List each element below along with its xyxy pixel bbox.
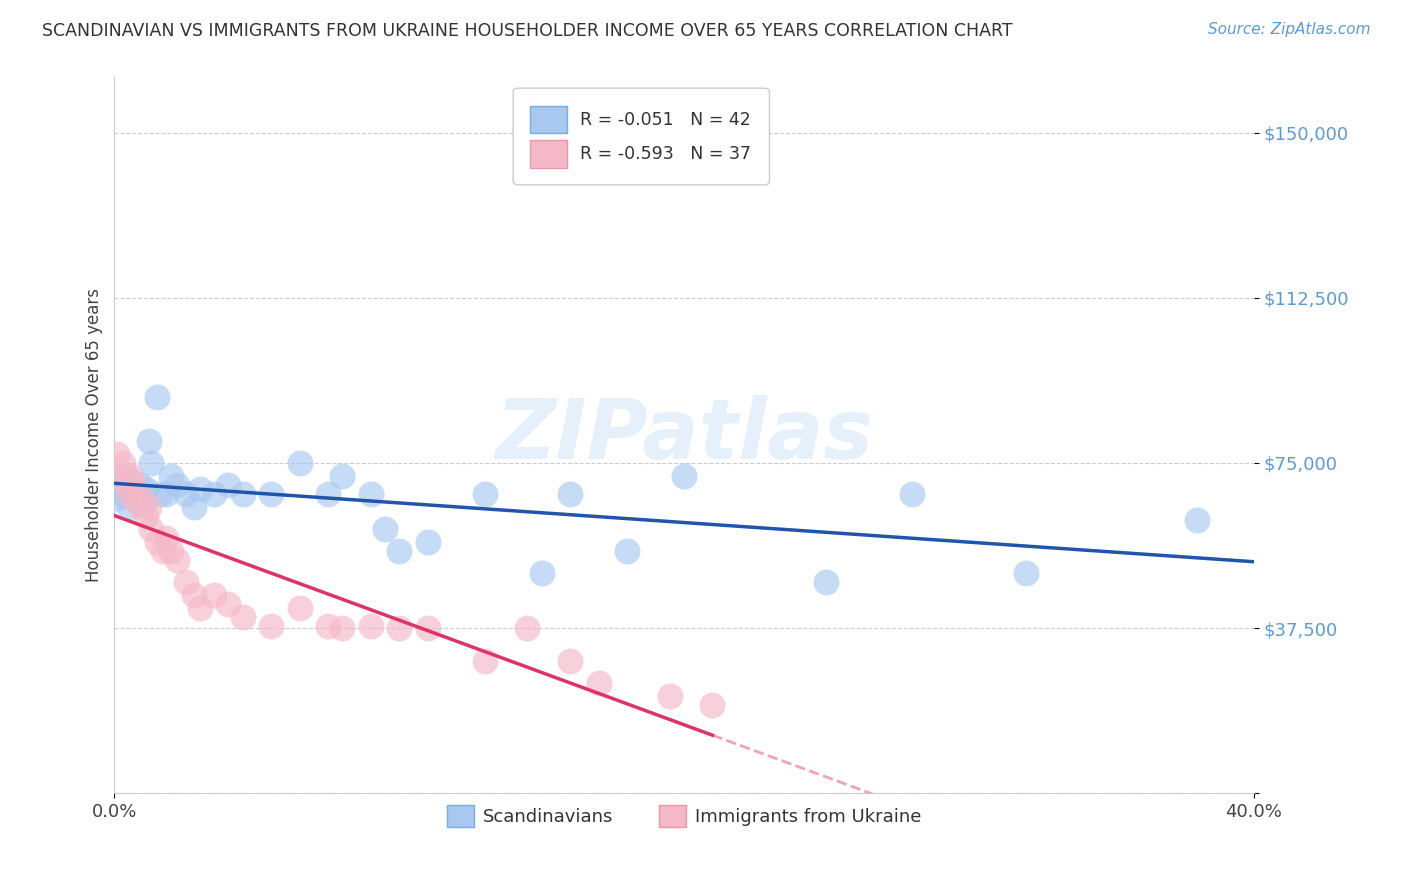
Point [288, 601, 311, 615]
Text: R = -0.051   N = 42: R = -0.051 N = 42 [581, 111, 751, 128]
Point [588, 676, 610, 690]
Point [146, 535, 169, 549]
Point [146, 390, 169, 404]
Point [183, 500, 205, 514]
Point [474, 654, 496, 668]
Point [174, 574, 197, 589]
Text: SCANDINAVIAN VS IMMIGRANTS FROM UKRAINE HOUSEHOLDER INCOME OVER 65 YEARS CORRELA: SCANDINAVIAN VS IMMIGRANTS FROM UKRAINE … [42, 22, 1012, 40]
Text: R = -0.593   N = 37: R = -0.593 N = 37 [581, 145, 751, 163]
Point [416, 535, 439, 549]
Point [141, 456, 163, 470]
Point [129, 478, 152, 492]
Point [138, 434, 160, 448]
Point [217, 597, 239, 611]
Point [260, 487, 283, 501]
Point [217, 478, 239, 492]
Point [129, 487, 152, 501]
Point [121, 469, 143, 483]
Point [108, 469, 131, 483]
Point [132, 500, 155, 514]
Point [374, 522, 396, 536]
Point [1015, 566, 1038, 580]
Point [616, 544, 638, 558]
Point [330, 621, 353, 635]
Point [360, 487, 382, 501]
Point [135, 483, 157, 497]
Point [672, 469, 695, 483]
Point [160, 544, 183, 558]
Point [474, 487, 496, 501]
Point [416, 621, 439, 635]
Point [558, 487, 581, 501]
Point [114, 478, 136, 492]
Point [141, 522, 163, 536]
Point [118, 483, 141, 497]
Point [124, 487, 146, 501]
Point [118, 500, 141, 514]
Point [388, 621, 411, 635]
Point [127, 495, 149, 509]
Point [901, 487, 924, 501]
Point [155, 487, 177, 501]
Point [658, 690, 681, 704]
Point [105, 447, 128, 461]
Point [118, 487, 141, 501]
Point [155, 531, 177, 545]
Point [105, 491, 128, 505]
FancyBboxPatch shape [513, 88, 769, 185]
Point [124, 478, 146, 492]
Point [232, 487, 254, 501]
Point [260, 619, 283, 633]
Point [202, 588, 225, 602]
Point [138, 500, 160, 514]
Point [1185, 513, 1208, 527]
Legend: Scandinavians, Immigrants from Ukraine: Scandinavians, Immigrants from Ukraine [440, 798, 928, 834]
Point [166, 478, 188, 492]
Point [702, 698, 724, 713]
Point [152, 544, 174, 558]
Point [188, 483, 211, 497]
Point [111, 456, 134, 470]
Point [149, 487, 172, 501]
Point [815, 574, 838, 589]
Point [388, 544, 411, 558]
Point [316, 619, 339, 633]
Point [160, 469, 183, 483]
Point [316, 487, 339, 501]
Point [121, 474, 143, 488]
Point [166, 553, 188, 567]
Point [174, 487, 197, 501]
Point [516, 621, 538, 635]
Point [132, 495, 155, 509]
Point [330, 469, 353, 483]
FancyBboxPatch shape [530, 140, 567, 168]
Text: Source: ZipAtlas.com: Source: ZipAtlas.com [1208, 22, 1371, 37]
Point [108, 478, 131, 492]
Point [135, 508, 157, 523]
Point [202, 487, 225, 501]
Point [558, 654, 581, 668]
Point [114, 469, 136, 483]
Point [127, 491, 149, 505]
Point [188, 601, 211, 615]
Point [530, 566, 553, 580]
Text: ZIPatlas: ZIPatlas [495, 395, 873, 476]
Point [183, 588, 205, 602]
Y-axis label: Householder Income Over 65 years: Householder Income Over 65 years [86, 288, 103, 582]
Point [111, 487, 134, 501]
Point [360, 619, 382, 633]
Point [288, 456, 311, 470]
Point [232, 610, 254, 624]
FancyBboxPatch shape [530, 106, 567, 133]
